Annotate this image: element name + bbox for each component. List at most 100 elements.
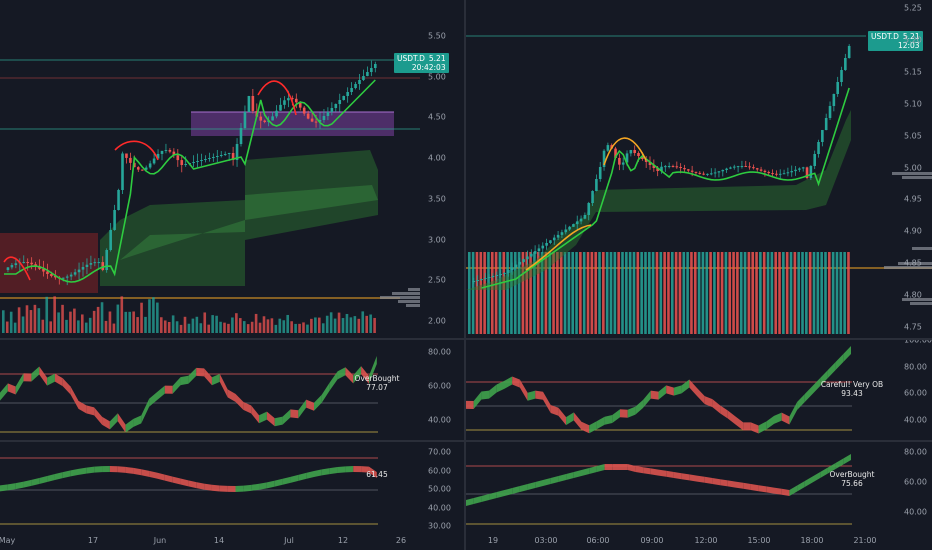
right-volume-profile-bar — [898, 262, 932, 265]
right-volume-profile-bar — [910, 302, 932, 305]
right-rsi-ribbon-segment — [689, 379, 697, 396]
right-candle-body — [847, 46, 851, 58]
right-candle-body — [541, 245, 545, 249]
left-volume-bar — [73, 308, 76, 333]
right-candle-body — [717, 171, 721, 173]
right-candle-body — [713, 172, 717, 174]
left-volume-bar — [84, 322, 88, 333]
left-candle-body — [259, 116, 263, 121]
right-rsi-ribbon-segment — [758, 421, 767, 434]
left-candle-body — [366, 72, 369, 76]
left-rsi-pane[interactable]: OverBought 77.07 80.00 60.00 40.00 — [0, 340, 464, 440]
right-time-tick: 03:00 — [534, 536, 558, 545]
left-volume-profile-bar — [392, 292, 420, 295]
right-rsi-ribbon-segment — [835, 354, 844, 370]
right-candle-body — [667, 166, 671, 168]
right-candle-body — [572, 224, 575, 227]
right-stoch-chart[interactable] — [466, 442, 932, 534]
left-volume-bar — [132, 311, 135, 333]
right-candle-body — [629, 150, 633, 154]
left-rsi-ribbon-segment — [259, 411, 267, 424]
right-rsi-ribbon-segment — [527, 390, 536, 401]
right-price-tick-label: 5.00 — [904, 163, 922, 172]
left-pane-divider-1[interactable] — [0, 338, 464, 340]
right-volume-bar — [816, 252, 820, 334]
right-pane-divider-1[interactable] — [466, 338, 932, 340]
right-volume-bar — [533, 252, 536, 334]
left-candlestick-chart[interactable] — [0, 0, 464, 338]
left-volume-bar — [96, 306, 100, 333]
left-volume-bar — [49, 321, 52, 333]
left-stoch-ribbon-segment — [31, 477, 40, 486]
left-candle-body — [295, 98, 298, 103]
right-rsi-ribbon-segment — [566, 412, 574, 426]
right-volume-bar — [778, 252, 781, 334]
right-stoch-pane[interactable]: OverBought 75.66 80.00 60.00 40.00 — [466, 442, 932, 534]
left-volume-bar — [187, 323, 191, 333]
right-volume-bar — [705, 252, 709, 334]
left-volume-bar — [160, 317, 163, 333]
right-volume-bar — [525, 252, 529, 334]
right-price-pane[interactable]: USDT.D 5.21 12:03 5.25 5.20 5.15 5.10 5.05 5.0… — [466, 0, 932, 338]
left-candle-body — [370, 68, 373, 72]
right-rsi-ribbon-segment — [481, 390, 490, 400]
pane-divider-vertical[interactable] — [464, 0, 466, 550]
right-rsi-ribbon-segment — [727, 410, 736, 425]
right-candle-body — [805, 167, 809, 178]
left-stoch-pane[interactable]: 61.45 70.00 60.00 50.00 40.00 30.00 — [0, 442, 464, 534]
left-rsi-note: OverBought 77.07 — [355, 374, 400, 392]
left-volume-bar — [219, 321, 222, 333]
right-volume-bar — [762, 252, 766, 334]
right-candle-body — [736, 166, 740, 168]
left-rsi-ribbon-segment — [15, 373, 24, 395]
left-candle-body — [137, 167, 140, 170]
right-stoch-ribbon-segment — [496, 490, 505, 498]
left-volume-bar — [136, 317, 139, 333]
right-volume-bar — [536, 252, 540, 334]
right-rsi-ribbon-segment — [650, 390, 659, 400]
left-price-pane[interactable]: USDT.D 5.21 20:42:03 5.50 5.00 4.50 4.00 3.50… — [0, 0, 464, 338]
right-volume-profile-bar — [892, 172, 932, 175]
right-candlestick-chart[interactable] — [466, 0, 932, 338]
left-candle-body — [38, 266, 41, 269]
right-candle-body — [740, 166, 744, 168]
left-candle-body — [374, 64, 377, 68]
right-ticker: USDT.D — [871, 32, 899, 41]
right-rsi-ribbon-segment — [781, 412, 790, 425]
left-rsi-ribbon-segment — [227, 389, 236, 402]
right-stoch-ribbon-segment — [604, 464, 613, 470]
left-stoch-ribbon-segment — [23, 479, 32, 488]
left-stoch-chart[interactable] — [0, 442, 464, 534]
right-stoch-ribbon-segment — [804, 476, 813, 487]
right-stoch-note: OverBought 75.66 — [830, 470, 875, 488]
left-volume-profile-bar — [380, 296, 420, 299]
right-rsi-ribbon-segment — [804, 386, 813, 402]
right-volume-bar — [586, 252, 590, 334]
left-stoch-ribbon-segment — [235, 485, 244, 492]
left-candle-body — [42, 268, 45, 272]
right-volume-bar — [739, 252, 743, 334]
right-candle-body — [798, 168, 801, 170]
left-price-tick-label: 4.50 — [428, 112, 446, 122]
left-rsi-ribbon-segment — [94, 407, 103, 425]
left-candle-body — [10, 265, 14, 268]
right-rsi-ribbon-segment — [681, 379, 690, 394]
right-volume-bar — [559, 252, 563, 334]
left-candle-body — [362, 76, 365, 80]
right-volume-bar — [785, 252, 789, 334]
left-candle-body — [50, 274, 53, 277]
left-volume-bar — [144, 316, 147, 333]
left-volume-bar — [53, 296, 56, 333]
right-rsi-pane[interactable]: Careful! Very OB 93.43 100.00 80.00 60.00 4… — [466, 340, 932, 440]
right-rsi-chart[interactable] — [466, 340, 932, 440]
right-price-tick-label: 4.95 — [904, 194, 922, 204]
right-stoch-ribbon-segment — [758, 485, 767, 493]
right-candle-body — [591, 191, 594, 203]
left-rsi-ribbon-segment — [298, 399, 307, 419]
left-rsi-ribbon-segment — [329, 371, 338, 391]
right-pane-divider-2[interactable] — [466, 440, 932, 442]
right-candle-body — [709, 173, 713, 175]
left-pane-divider-2[interactable] — [0, 440, 464, 442]
left-rsi-chart[interactable] — [0, 340, 464, 440]
left-candle-body — [291, 98, 294, 100]
